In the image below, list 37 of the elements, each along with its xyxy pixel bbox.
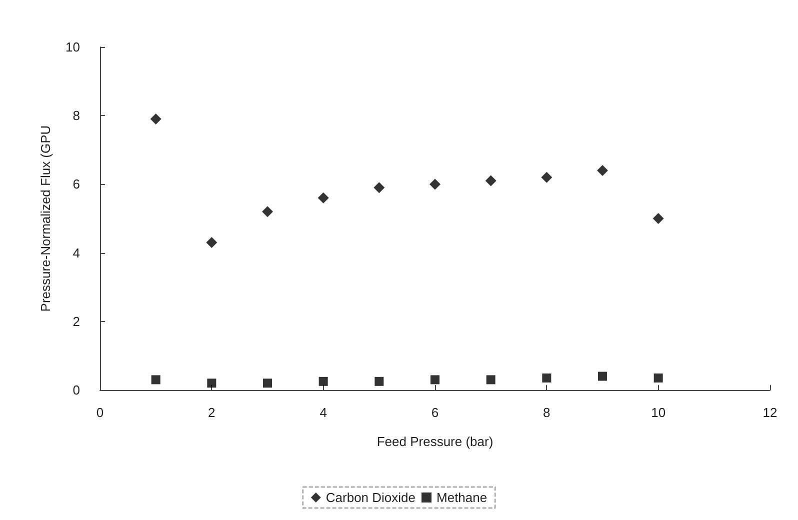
x-tick-label: 10 [651,405,666,420]
point [654,373,663,382]
x-tick-label: 12 [762,405,778,420]
point [374,182,385,194]
point [486,375,496,384]
point [207,378,216,388]
y-tick-label: 0 [72,382,80,398]
point [652,213,664,224]
x-tick-label: 6 [431,405,439,420]
x-tick-label: 4 [320,405,327,420]
point [598,372,607,381]
point [541,172,552,183]
point [150,114,162,125]
point [318,376,328,386]
point [430,178,440,190]
point [374,376,384,386]
point [485,175,496,186]
y-tick-label: 10 [66,40,80,54]
point [263,378,272,388]
point [151,375,160,384]
x-tick-label: 0 [96,405,104,420]
y-tick-label: 2 [72,314,80,329]
y-tick-label: 8 [72,108,80,124]
point [206,237,218,248]
legend-label: Methane [436,490,488,505]
legend-label: Carbon Dioxide [326,490,416,505]
point [430,375,440,384]
point [262,206,273,218]
x-tick-label: 2 [208,405,216,420]
x-axis-title: Feed Pressure (bar) [376,434,494,449]
y-tick-label: 4 [72,245,80,260]
y-axis-title: Pressure-Normalized Flux (GPU [38,125,53,312]
point [318,192,329,204]
y-tick-label: 6 [72,176,80,192]
point [597,164,608,176]
point [542,373,552,382]
x-tick-label: 8 [543,405,550,420]
